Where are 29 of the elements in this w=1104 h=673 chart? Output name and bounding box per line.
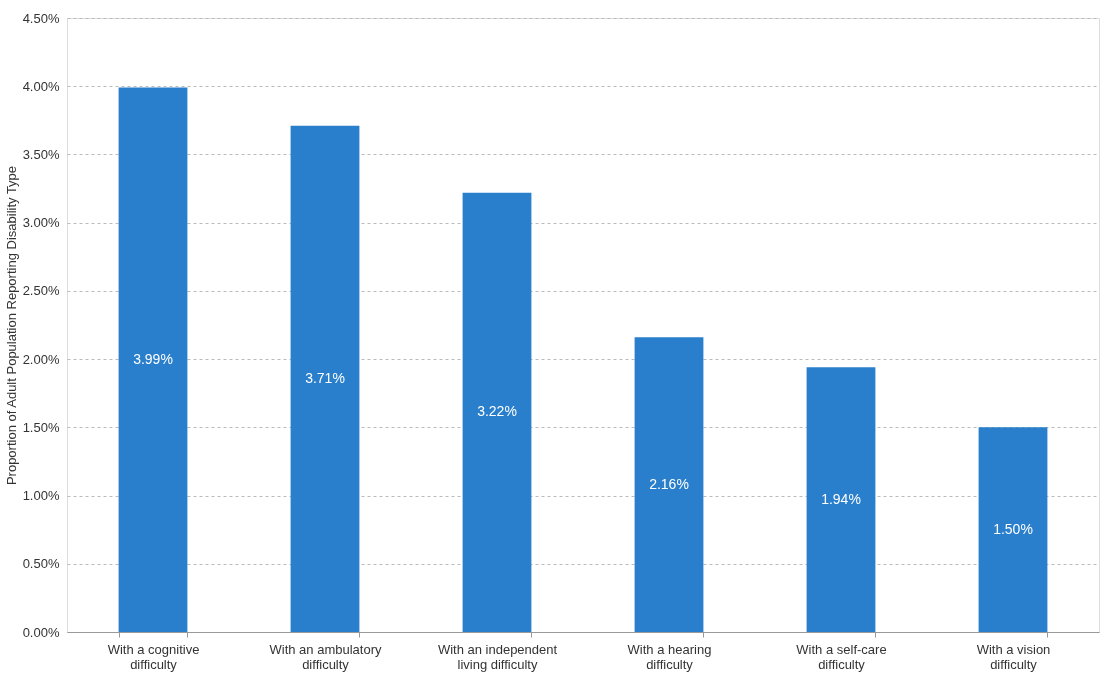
y-tick-label: 2.50% bbox=[22, 283, 60, 299]
data-label: 3.99% bbox=[133, 350, 173, 367]
data-label: 2.16% bbox=[649, 475, 689, 492]
y-tick-label: 4.00% bbox=[22, 78, 60, 94]
y-tick-label: 1.50% bbox=[22, 419, 60, 435]
y-tick-label: 3.50% bbox=[22, 146, 60, 162]
data-label: 1.94% bbox=[821, 490, 861, 507]
x-tick-label: With a hearing difficulty bbox=[627, 641, 712, 672]
x-tick-label: With an independent living difficulty bbox=[437, 641, 558, 672]
bar bbox=[290, 125, 360, 632]
bar bbox=[978, 427, 1048, 632]
bar bbox=[634, 337, 704, 632]
bar bbox=[462, 192, 532, 632]
y-axis-title: Proportion of Adult Population Reporting Disability Type bbox=[3, 165, 19, 486]
y-tick-label: 0.50% bbox=[22, 556, 60, 572]
x-tick-label: With a self-care difficulty bbox=[796, 641, 887, 672]
y-tick-label: 0.00% bbox=[22, 624, 60, 640]
data-label: 3.71% bbox=[305, 369, 345, 386]
bar bbox=[118, 87, 188, 632]
y-tick-label: 3.00% bbox=[22, 215, 60, 231]
x-tick-label: With an ambulatory difficulty bbox=[269, 641, 382, 672]
data-label: 1.50% bbox=[993, 520, 1033, 537]
y-tick-label: 1.00% bbox=[22, 488, 60, 504]
x-tick-label: With a vision difficulty bbox=[976, 641, 1051, 672]
bar bbox=[806, 367, 876, 632]
y-tick-label: 2.00% bbox=[22, 351, 60, 367]
data-label: 3.22% bbox=[477, 403, 517, 420]
y-tick-label: 4.50% bbox=[22, 10, 60, 26]
x-tick-label: With a cognitive difficulty bbox=[107, 641, 200, 672]
